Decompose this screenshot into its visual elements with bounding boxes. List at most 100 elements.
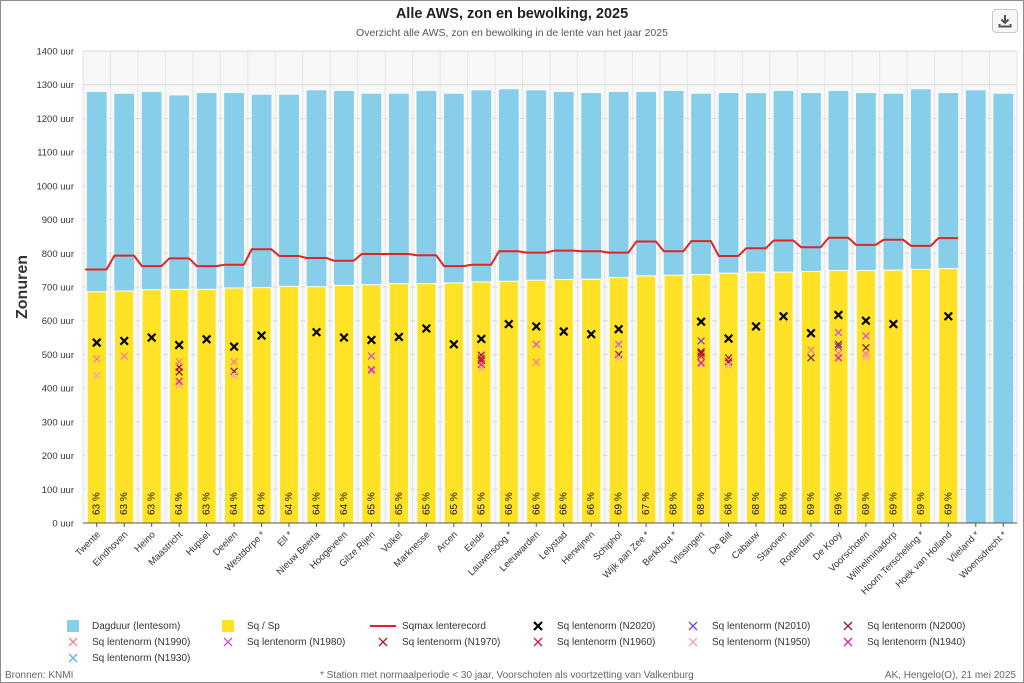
marker-sq-lentenorm-n1970- [697, 349, 705, 358]
bar-percent-label: 66 % [586, 492, 597, 515]
bar-percent-label: 67 % [641, 492, 652, 515]
bar-percent-label: 69 % [888, 492, 899, 515]
bar-sq [114, 290, 135, 524]
bar-sq [581, 278, 602, 524]
legend-item[interactable]: Sq lentenorm (N1980) [215, 634, 345, 650]
legend-label: Sqmax lenterecord [402, 620, 486, 632]
marker-sq-lentenorm-n2020- [861, 316, 871, 326]
bar-percent-label: 64 % [229, 492, 240, 515]
marker-sq-lentenorm-n1990- [120, 352, 129, 360]
bar-sq [526, 279, 547, 524]
marker-sq-lentenorm-n2020- [394, 332, 404, 342]
bar-sq [608, 277, 629, 524]
bar-percent-label: 66 % [504, 492, 515, 515]
marker-sq-lentenorm-n2020- [806, 328, 816, 338]
legend-item[interactable]: Dagduur (lentesom) [60, 618, 180, 634]
legend-symbol [835, 635, 861, 649]
chart-legend: Dagduur (lentesom) Sq / Sp Sqmax lentereco… [60, 618, 1020, 666]
bar-sq [471, 281, 492, 524]
legend-label: Sq lentenorm (N1980) [247, 636, 346, 648]
marker-sq-lentenorm-n2020- [586, 329, 596, 339]
marker-sq-lentenorm-n1960- [477, 354, 486, 363]
x-tick-label: Ell * [275, 529, 295, 549]
marker-sq-lentenorm-n1980- [834, 328, 843, 337]
bar-percent-label: 69 % [614, 492, 625, 515]
legend-item[interactable]: Sq lentenorm (N1950) [680, 634, 810, 650]
bar-sq [196, 288, 217, 524]
legend-label: Sq lentenorm (N1970) [402, 636, 501, 648]
legend-label: Dagduur (lentesom) [92, 620, 181, 632]
marker-sq-lentenorm-n2020- [696, 317, 706, 327]
marker-sq-lentenorm-n2000- [862, 343, 870, 352]
bar-percent-label: 68 % [751, 492, 762, 515]
marker-sq-lentenorm-n1950- [92, 371, 101, 380]
legend-symbol [60, 635, 86, 649]
marker-sq-lentenorm-n2020- [943, 311, 953, 321]
marker-sq-lentenorm-n1980- [614, 340, 623, 349]
marker-sq-lentenorm-n1990- [862, 349, 870, 358]
bar-sq [141, 289, 162, 524]
legend-item[interactable]: Sq lentenorm (N1990) [60, 634, 190, 650]
bar-percent-label: 68 % [724, 492, 735, 515]
legend-symbol [215, 619, 241, 633]
marker-sq-lentenorm-n2020- [256, 330, 267, 341]
legend-symbol [370, 635, 396, 649]
legend-item[interactable]: Sq lentenorm (N2020) [525, 618, 655, 634]
bar-percent-label: 66 % [531, 492, 542, 515]
legend-label: Sq / Sp [247, 620, 280, 632]
bar-percent-label: 69 % [943, 492, 954, 515]
marker-sq-lentenorm-n1940- [175, 377, 184, 386]
legend-item[interactable]: Sq lentenorm (N2000) [835, 618, 965, 634]
y-tick-label: 700 uur [42, 283, 74, 294]
legend-symbol [680, 635, 706, 649]
legend-symbol [60, 619, 86, 633]
legend-label: Sq lentenorm (N1990) [92, 636, 191, 648]
marker-sq-lentenorm-n1940- [367, 365, 376, 374]
marker-sq-lentenorm-n2020- [174, 340, 184, 350]
legend-symbol [680, 619, 706, 633]
legend-item[interactable]: Sq lentenorm (N1970) [370, 634, 500, 650]
marker-sq-lentenorm-n1980- [532, 340, 541, 349]
marker-sq-lentenorm-n2020- [888, 319, 898, 329]
chart-title: Alle AWS, zon en bewolking, 2025 [395, 6, 629, 22]
bar-sq [883, 269, 904, 524]
bar-sq [663, 274, 684, 524]
y-tick-label: 100 uur [42, 485, 74, 496]
x-tick-label: Volkel [379, 529, 405, 555]
bar-percent-label: 64 % [284, 492, 295, 515]
legend-item[interactable]: Sq lentenorm (N2010) [680, 618, 810, 634]
legend-item[interactable]: Sq lentenorm (N1960) [525, 634, 655, 650]
bar-percent-label: 64 % [339, 492, 350, 515]
bar-percent-label: 63 % [92, 492, 103, 515]
y-tick-label: 1400 uur [36, 47, 74, 58]
marker-sq-lentenorm-n2010- [697, 337, 705, 345]
footer-note: * Station met normaalperiode < 30 jaar, … [320, 670, 694, 681]
legend-item[interactable]: Sqmax lenterecord [370, 618, 486, 634]
legend-item[interactable]: Sq lentenorm (N1940) [835, 634, 965, 650]
legend-label: Sq lentenorm (N2010) [712, 620, 811, 632]
bar-percent-label: 63 % [202, 492, 213, 515]
marker-sq-lentenorm-n2020- [833, 310, 844, 320]
marker-sq-lentenorm-n1950- [697, 360, 705, 368]
bar-sq [718, 272, 739, 524]
legend-symbol [215, 635, 241, 649]
marker-sq-lentenorm-n1940- [477, 360, 486, 369]
legend-label: Sq lentenorm (N2020) [557, 620, 656, 632]
marker-sq-lentenorm-n2000- [614, 350, 623, 359]
bar-percent-label: 65 % [449, 492, 460, 515]
legend-label: Sq lentenorm (N2000) [867, 620, 966, 632]
marker-sq-lentenorm-n1950- [367, 367, 376, 376]
download-button[interactable] [992, 9, 1018, 33]
legend-item[interactable]: Sq lentenorm (N1930) [60, 650, 190, 666]
marker-sq-lentenorm-n1970- [724, 357, 733, 366]
legend-label: Sq lentenorm (N1940) [867, 636, 966, 648]
y-tick-label: 1200 uur [36, 114, 74, 125]
marker-sq-lentenorm-n2020- [92, 338, 102, 348]
marker-sq-lentenorm-n2020- [119, 336, 129, 346]
download-icon [998, 15, 1012, 28]
legend-symbol [525, 619, 551, 633]
legend-symbol [525, 635, 551, 649]
y-tick-label: 800 uur [42, 249, 74, 260]
legend-symbol [835, 619, 861, 633]
legend-item[interactable]: Sq / Sp [215, 618, 280, 634]
